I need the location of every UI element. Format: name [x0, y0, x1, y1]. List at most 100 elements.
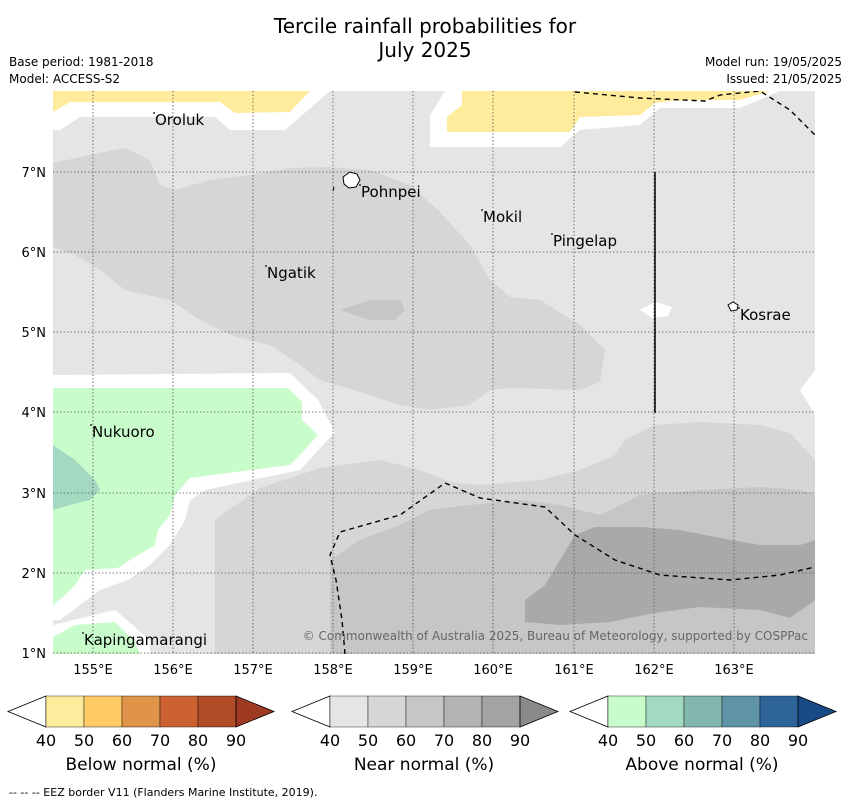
near-normal-70-80-region: [525, 527, 815, 625]
gridlines: [53, 91, 815, 654]
colorbar-tick-label: 70: [712, 731, 732, 750]
near-normal-60-70-region-center: [340, 300, 405, 320]
place-marker: [551, 233, 553, 235]
colorbar-tick-label: 70: [150, 731, 170, 750]
meta-right: Model run: 19/05/2025 Issued: 21/05/2025: [705, 54, 842, 88]
white-blob-east-top: [640, 302, 672, 318]
place-marker: [153, 112, 155, 114]
lon-tick-label: 160°E: [473, 663, 513, 678]
place-marker: [481, 209, 483, 211]
colorbar-tick-label: 80: [750, 731, 770, 750]
lon-tick-label: 157°E: [233, 663, 273, 678]
lat-tick-label: 6°N: [22, 246, 47, 261]
lon-tick-label: 156°E: [153, 663, 193, 678]
meta-left: Base period: 1981-2018 Model: ACCESS-S2: [9, 54, 154, 88]
colorbar-low-extend: [6, 695, 47, 728]
colorbar-tick-label: 50: [74, 731, 94, 750]
title-line-2: July 2025: [378, 38, 472, 62]
place-marker: [359, 184, 361, 186]
map-title: Tercile rainfall probabilities for July …: [0, 14, 850, 62]
below-normal-40-50-region-nw: [53, 91, 310, 113]
place-marker: [265, 265, 267, 267]
pohnpei-island: [342, 171, 361, 189]
colorbar-label-below: Below normal (%): [65, 755, 217, 775]
colorbar-tick-label: 80: [472, 731, 492, 750]
colorbar-tick-label: 40: [598, 731, 618, 750]
lon-tick-label: 163°E: [714, 663, 754, 678]
colorbar-tick-label: 60: [112, 731, 132, 750]
colorbar-segment: [645, 695, 685, 728]
place-label-oroluk: Oroluk: [155, 111, 204, 129]
colorbar-segment: [405, 695, 445, 728]
colorbar-segment: [481, 695, 521, 728]
above-normal-40-50-region-sw: [53, 622, 140, 654]
above-normal-50-60-region: [53, 445, 100, 510]
axis-tick-labels: 155°E 156°E 157°E 158°E 159°E 160°E 161°E 162°E…: [22, 166, 754, 678]
lon-tick-label: 161°E: [554, 663, 594, 678]
place-label-mokil: Mokil: [483, 208, 522, 226]
map-plot-area: [53, 91, 815, 654]
white-blob-east-edge: [802, 375, 815, 412]
issued-date: Issued: 21/05/2025: [726, 72, 842, 86]
lon-tick-label: 155°E: [73, 663, 113, 678]
colorbar-segment: [683, 695, 723, 728]
colorbar-segment: [329, 695, 369, 728]
colorbar-segment: [121, 695, 161, 728]
place-marker: [738, 307, 740, 309]
colorbar-tick-label: 70: [434, 731, 454, 750]
lat-tick-label: 3°N: [22, 487, 47, 502]
colorbar-tick-label: 50: [636, 731, 656, 750]
colorbar-low-extend: [568, 695, 609, 728]
place-label-kosrae: Kosrae: [740, 306, 791, 324]
title-line-1: Tercile rainfall probabilities for: [273, 14, 577, 38]
colorbar-segment: [159, 695, 199, 728]
lat-tick-label: 1°N: [22, 647, 47, 662]
colorbar-high-extend: [797, 695, 838, 728]
lat-tick-label: 7°N: [22, 166, 47, 181]
place-label-kapingamarangi: Kapingamarangi: [84, 631, 207, 649]
colorbar-0: 40 50 60 70 80 90: [6, 695, 276, 750]
colorbar-segment: [443, 695, 483, 728]
colorbar-1: 40 50 60 70 80 90: [290, 695, 560, 750]
colorbar-tick-label: 40: [320, 731, 340, 750]
base-period: Base period: 1981-2018: [9, 55, 154, 69]
place-label-ngatik: Ngatik: [267, 264, 316, 282]
colorbar-tick-label: 40: [36, 731, 56, 750]
above-normal-40-50-region-west: [53, 388, 318, 605]
colorbar-segment: [197, 695, 237, 728]
colorbar-low-extend: [290, 695, 331, 728]
place-marker: [82, 632, 84, 634]
colorbar-tick-label: 50: [358, 731, 378, 750]
colorbar-segment: [83, 695, 123, 728]
eez-border-south: [329, 482, 815, 654]
model-run: Model run: 19/05/2025: [704, 55, 842, 69]
colorbar-tick-label: 80: [188, 731, 208, 750]
place-marker: [90, 424, 92, 426]
lat-tick-label: 4°N: [22, 406, 47, 421]
place-label-pingelap: Pingelap: [553, 232, 617, 250]
place-label-nukuoro: Nukuoro: [92, 423, 155, 441]
colorbar-label-near: Near normal (%): [353, 755, 495, 775]
colorbar-tick-label: 90: [788, 731, 808, 750]
lon-tick-label: 159°E: [393, 663, 433, 678]
lon-tick-label: 158°E: [313, 663, 353, 678]
lat-tick-label: 2°N: [22, 567, 47, 582]
colorbar-tick-label: 60: [396, 731, 416, 750]
colorbar-segment: [721, 695, 761, 728]
copyright-notice: © Commonwealth of Australia 2025, Bureau…: [303, 629, 808, 643]
colorbar-segment: [607, 695, 647, 728]
below-normal-40-50-region-ne: [447, 91, 770, 132]
colorbar-label-above: Above normal (%): [625, 755, 779, 775]
colorbar-tick-label: 90: [226, 731, 246, 750]
colorbar-segment: [759, 695, 799, 728]
place-labels: Oroluk Pohnpei Mokil Pingelap Ngatik Kosrae Nu…: [82, 111, 791, 649]
small-islet-pohnpei: [332, 186, 335, 192]
kosrae-island: [727, 301, 739, 312]
lat-tick-label: 5°N: [22, 326, 47, 341]
lon-tick-label: 162°E: [634, 663, 674, 678]
place-label-pohnpei: Pohnpei: [361, 183, 421, 201]
colorbar-segment: [367, 695, 407, 728]
colorbar-segment: [45, 695, 85, 728]
eez-footnote: -- -- -- EEZ border V11 (Flanders Marine…: [9, 786, 318, 799]
